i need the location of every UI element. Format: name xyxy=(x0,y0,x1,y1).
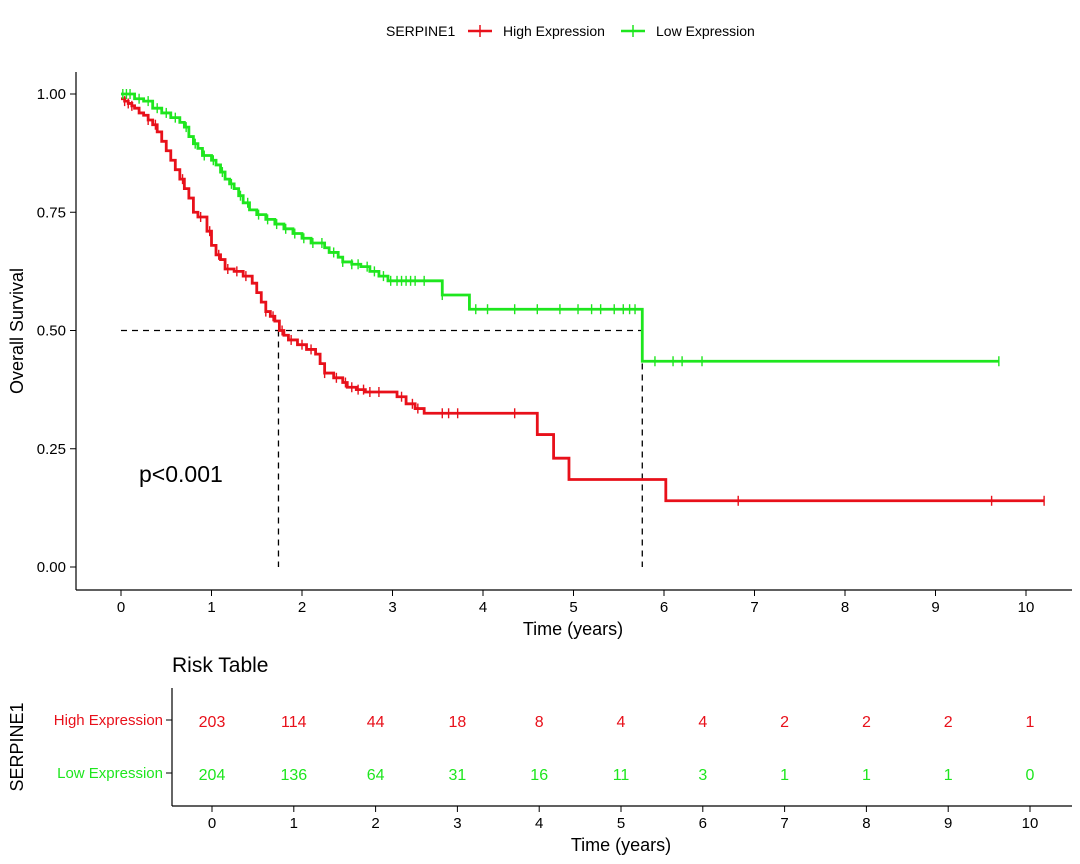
x-tick-label: 1 xyxy=(207,599,215,616)
risk-cell: 203 xyxy=(199,714,226,731)
risk-cell: 64 xyxy=(367,767,385,784)
p-value-annotation: p<0.001 xyxy=(139,461,223,487)
x-axis-title: Time (years) xyxy=(523,619,623,639)
x-tick-label: 6 xyxy=(660,599,668,616)
risk-table: Risk Table SERPINE1 High Expression Low … xyxy=(7,654,1072,855)
risk-cell: 2 xyxy=(780,714,789,731)
survival-curves xyxy=(121,89,1045,506)
risk-cell: 204 xyxy=(199,767,226,784)
median-lines xyxy=(121,329,643,567)
x-tick-label: 3 xyxy=(388,599,396,616)
risk-cell: 3 xyxy=(698,767,707,784)
legend-label-high: High Expression xyxy=(503,23,605,39)
risk-cell: 1 xyxy=(780,767,789,784)
survival-curve-low xyxy=(121,92,999,363)
legend-title: SERPINE1 xyxy=(386,23,455,39)
km-plot: 0 1 2 3 4 5 6 7 8 9 10 0.00 0.25 0.50 0.75 1.00 Overall… xyxy=(7,72,1072,639)
risk-x-tick-label: 3 xyxy=(453,815,461,832)
risk-x-tick-label: 5 xyxy=(617,815,625,832)
y-tick-label: 0.00 xyxy=(37,559,66,576)
risk-x-axis-title: Time (years) xyxy=(571,835,671,855)
x-tick-label: 7 xyxy=(750,599,758,616)
y-tick-label: 1.00 xyxy=(37,86,66,103)
risk-x-tick-label: 8 xyxy=(862,815,870,832)
x-tick-label: 2 xyxy=(298,599,306,616)
risk-table-title: Risk Table xyxy=(172,654,269,677)
risk-cell: 18 xyxy=(449,714,467,731)
risk-row-label-high: High Expression xyxy=(54,712,163,729)
risk-cell: 2 xyxy=(862,714,871,731)
y-tick-label: 0.75 xyxy=(37,204,66,221)
risk-cell: 4 xyxy=(617,714,626,731)
risk-cell: 11 xyxy=(613,767,630,784)
y-axis-title: Overall Survival xyxy=(7,268,27,394)
risk-cell: 31 xyxy=(449,767,467,784)
axis-ticks: 0 1 2 3 4 5 6 7 8 9 10 0.00 0.25 0.50 0.75 1.00 xyxy=(37,86,1035,616)
risk-cell: 4 xyxy=(698,714,707,731)
legend-key-low xyxy=(621,25,645,37)
risk-x-tick-label: 10 xyxy=(1022,815,1039,832)
risk-cell: 114 xyxy=(281,714,307,731)
risk-cell: 1 xyxy=(862,767,871,784)
legend-label-low: Low Expression xyxy=(656,23,755,39)
risk-y-axis-title: SERPINE1 xyxy=(7,702,27,791)
risk-axis-ticks: 0 1 2 3 4 5 6 7 8 9 10 xyxy=(208,806,1039,832)
risk-cell: 136 xyxy=(280,767,307,784)
x-tick-label: 10 xyxy=(1018,599,1035,616)
legend: SERPINE1 High Expression Low Expression xyxy=(386,23,755,39)
risk-x-tick-label: 4 xyxy=(535,815,543,832)
risk-cell: 8 xyxy=(535,714,544,731)
x-tick-label: 5 xyxy=(569,599,577,616)
risk-x-tick-label: 9 xyxy=(944,815,952,832)
risk-row-label-low: Low Expression xyxy=(57,765,163,782)
y-tick-label: 0.50 xyxy=(37,323,66,340)
x-tick-label: 8 xyxy=(841,599,849,616)
risk-cell: 44 xyxy=(367,714,385,731)
risk-cell: 16 xyxy=(530,767,548,784)
risk-x-tick-label: 6 xyxy=(699,815,707,832)
risk-cell: 0 xyxy=(1026,767,1035,784)
risk-x-tick-label: 7 xyxy=(780,815,788,832)
y-tick-label: 0.25 xyxy=(37,441,66,458)
risk-cell: 1 xyxy=(944,767,953,784)
risk-cell: 1 xyxy=(1026,714,1035,731)
x-tick-label: 0 xyxy=(117,599,125,616)
x-tick-label: 9 xyxy=(931,599,939,616)
risk-x-tick-label: 1 xyxy=(290,815,298,832)
risk-cell: 2 xyxy=(944,714,953,731)
x-tick-label: 4 xyxy=(479,599,487,616)
legend-key-high xyxy=(468,25,492,37)
risk-x-tick-label: 0 xyxy=(208,815,216,832)
risk-x-tick-label: 2 xyxy=(371,815,379,832)
survival-curve-high xyxy=(121,97,1045,503)
